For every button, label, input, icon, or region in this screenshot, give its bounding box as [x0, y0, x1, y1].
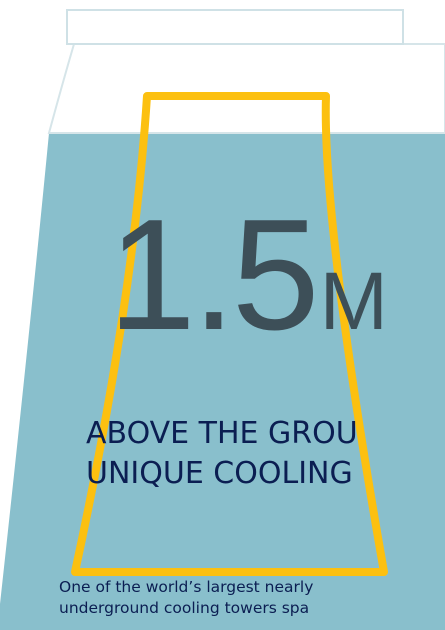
tower-top	[47, 43, 445, 134]
headline: ABOVE THE GROU UNIQUE COOLING	[86, 414, 358, 494]
description-line-1: One of the world’s largest nearly	[59, 578, 314, 596]
tower-scale-outline	[71, 92, 388, 576]
description: One of the world’s largest nearly underg…	[59, 577, 313, 619]
headline-line-1: ABOVE THE GROU	[86, 416, 358, 451]
tower-cap	[66, 9, 404, 45]
headline-line-2: UNIQUE COOLING	[86, 456, 353, 491]
stat-number: 1.5	[108, 187, 320, 363]
stat-unit: M	[319, 256, 388, 347]
description-line-2: underground cooling towers spa	[59, 599, 310, 617]
stat-value: 1.5M	[108, 196, 388, 354]
